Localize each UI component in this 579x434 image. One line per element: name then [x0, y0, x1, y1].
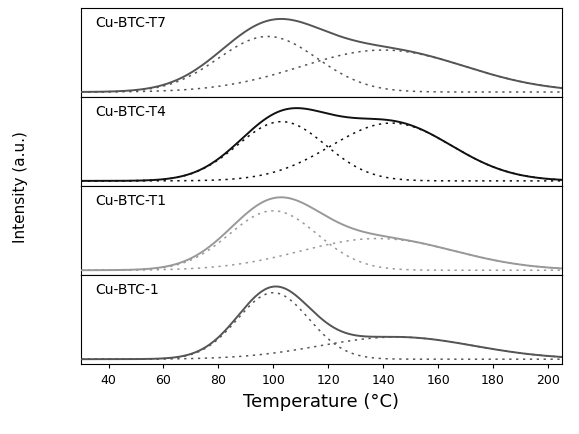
Text: Cu-BTC-T7: Cu-BTC-T7 [96, 16, 166, 30]
Text: Cu-BTC-T4: Cu-BTC-T4 [96, 105, 166, 119]
Text: Cu-BTC-1: Cu-BTC-1 [96, 283, 159, 297]
X-axis label: Temperature (°C): Temperature (°C) [243, 392, 400, 410]
Text: Cu-BTC-T1: Cu-BTC-T1 [96, 194, 167, 208]
Text: Intensity (a.u.): Intensity (a.u.) [13, 131, 28, 243]
